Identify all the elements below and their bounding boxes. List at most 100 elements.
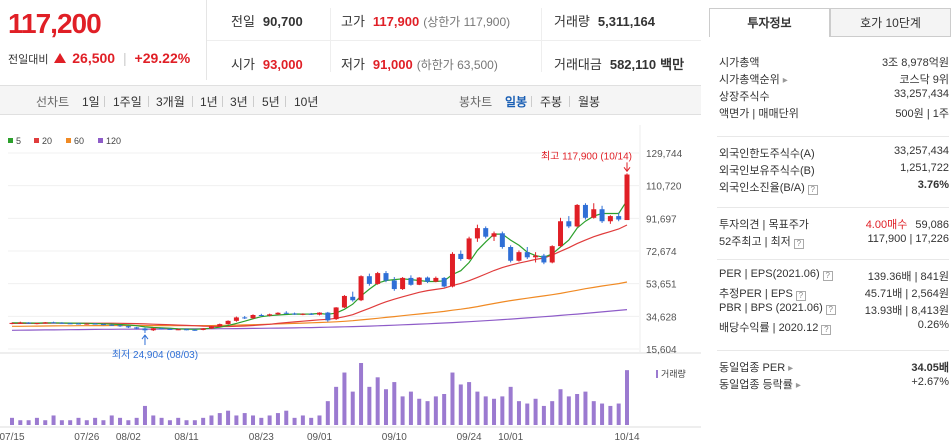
candle-body[interactable] — [466, 238, 472, 260]
volume-bar[interactable] — [76, 417, 81, 425]
candle-body[interactable] — [624, 174, 630, 221]
candle-body[interactable] — [425, 277, 431, 282]
candle-body[interactable] — [516, 252, 522, 261]
volume-bar[interactable] — [184, 420, 189, 425]
volume-bar[interactable] — [251, 415, 256, 425]
volume-bar[interactable] — [475, 391, 480, 425]
volume-bar[interactable] — [583, 391, 588, 425]
candle-body[interactable] — [574, 204, 580, 227]
candle-body[interactable] — [200, 328, 206, 330]
candle-body[interactable] — [449, 253, 455, 287]
volume-bar[interactable] — [167, 420, 172, 425]
volume-bar[interactable] — [275, 413, 280, 425]
volume-bar[interactable] — [408, 391, 413, 425]
chevron-right-icon[interactable]: ▸ — [782, 75, 788, 86]
volume-bar[interactable] — [467, 382, 472, 425]
volume-bar[interactable] — [342, 372, 347, 425]
help-icon[interactable]: ? — [821, 325, 832, 335]
period-1d[interactable]: 1일 — [82, 95, 100, 109]
candle-body[interactable] — [566, 221, 572, 227]
candle-body[interactable] — [100, 324, 106, 326]
candle-body[interactable] — [341, 295, 347, 308]
candle-chart-label[interactable]: 봉차트 — [459, 95, 493, 109]
volume-bar[interactable] — [292, 417, 297, 425]
candle-body[interactable] — [150, 328, 156, 331]
volume-bar[interactable] — [325, 401, 330, 425]
volume-bar[interactable] — [234, 415, 239, 425]
candle-body[interactable] — [292, 313, 298, 315]
candle-body[interactable] — [599, 209, 605, 222]
volume-bar[interactable] — [226, 410, 231, 425]
help-icon[interactable]: ? — [795, 291, 806, 301]
volume-bar[interactable] — [59, 420, 64, 425]
volume-bar[interactable] — [309, 417, 314, 425]
period-3m[interactable]: 3개월 — [156, 95, 185, 109]
candle-body[interactable] — [541, 255, 547, 263]
help-icon[interactable]: ? — [793, 239, 804, 249]
candle-body[interactable] — [175, 329, 181, 331]
volume-bar[interactable] — [10, 417, 14, 425]
volume-bar[interactable] — [68, 420, 73, 425]
candle-body[interactable] — [549, 246, 555, 263]
chart-svg[interactable]: 129,744 110,720 91,697 72,674 53,651 34,628 15… — [0, 125, 701, 443]
candle-body[interactable] — [524, 252, 530, 258]
candle-body[interactable] — [42, 322, 48, 324]
candle-body[interactable] — [242, 317, 248, 319]
candle-monthly[interactable]: 월봉 — [578, 95, 601, 109]
chevron-right-icon[interactable]: ▸ — [795, 380, 801, 391]
period-1y[interactable]: 1년 — [200, 95, 218, 109]
candle-body[interactable] — [358, 276, 364, 301]
volume-bar[interactable] — [500, 396, 505, 425]
candle-body[interactable] — [483, 228, 489, 237]
volume-bar[interactable] — [359, 363, 364, 425]
volume-bar[interactable] — [242, 413, 247, 425]
volume-bar[interactable] — [550, 401, 555, 425]
volume-bar[interactable] — [392, 382, 397, 425]
volume-bar[interactable] — [300, 415, 305, 425]
candle-body[interactable] — [192, 329, 198, 331]
candle-body[interactable] — [375, 273, 381, 284]
candle-body[interactable] — [416, 277, 422, 285]
volume-bar[interactable] — [516, 401, 521, 425]
candle-body[interactable] — [75, 323, 81, 325]
candle-body[interactable] — [458, 253, 464, 260]
help-icon[interactable]: ? — [825, 305, 836, 315]
volume-bar[interactable] — [575, 394, 580, 425]
volume-bar[interactable] — [159, 417, 164, 425]
candle-body[interactable] — [184, 329, 190, 331]
volume-bar[interactable] — [558, 389, 563, 425]
volume-bar[interactable] — [458, 384, 463, 425]
candle-body[interactable] — [17, 322, 23, 324]
candle-body[interactable] — [84, 323, 90, 325]
volume-bar[interactable] — [142, 405, 147, 425]
candle-body[interactable] — [283, 312, 289, 314]
volume-bar[interactable] — [417, 398, 422, 425]
volume-bar[interactable] — [450, 372, 455, 425]
volume-bar[interactable] — [367, 386, 372, 425]
candle-body[interactable] — [499, 233, 505, 248]
candle-body[interactable] — [134, 327, 140, 329]
volume-bar[interactable] — [334, 386, 339, 425]
candle-body[interactable] — [26, 322, 32, 324]
volume-bar[interactable] — [375, 377, 380, 425]
volume-bar[interactable] — [93, 417, 98, 425]
candle-body[interactable] — [267, 314, 273, 316]
candle-body[interactable] — [275, 312, 281, 315]
candle-body[interactable] — [607, 216, 613, 222]
volume-bar[interactable] — [317, 415, 322, 425]
period-1w[interactable]: 1주일 — [113, 95, 142, 109]
candle-daily[interactable]: 일봉 — [505, 95, 528, 109]
volume-bar[interactable] — [134, 417, 139, 425]
period-5y[interactable]: 5년 — [262, 95, 280, 109]
candle-body[interactable] — [67, 323, 73, 325]
volume-bar[interactable] — [109, 415, 114, 425]
volume-bar[interactable] — [267, 415, 272, 425]
candle-body[interactable] — [491, 233, 497, 237]
volume-bar[interactable] — [525, 403, 530, 425]
candle-body[interactable] — [591, 209, 597, 218]
volume-bar[interactable] — [43, 420, 48, 425]
help-icon[interactable]: ? — [807, 185, 818, 195]
candle-body[interactable] — [250, 315, 256, 319]
candle-body[interactable] — [258, 315, 264, 317]
candle-body[interactable] — [391, 280, 397, 290]
